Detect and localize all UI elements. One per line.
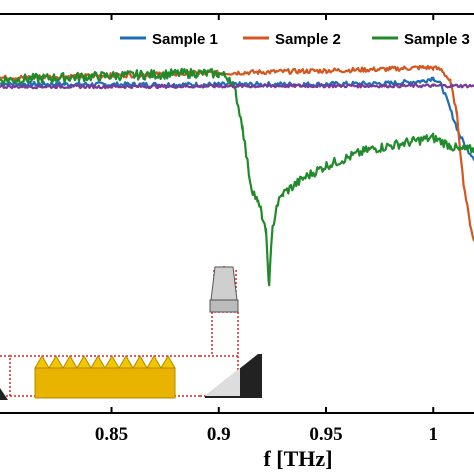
horn-antenna bbox=[209, 266, 239, 313]
grating-sample bbox=[34, 355, 176, 399]
x-tick-label-3: 0.95 bbox=[309, 424, 342, 445]
tick-layer: 0.85 0.9 0.95 1 bbox=[95, 14, 438, 445]
x-tick-label-1: 0.85 bbox=[95, 424, 128, 445]
x-tick-label-4: 1 bbox=[428, 424, 438, 445]
legend-label-2: Sample 2 bbox=[275, 31, 341, 48]
legend-label-3: Sample 3 bbox=[404, 31, 470, 48]
mirror bbox=[205, 354, 262, 398]
series-line-4 bbox=[0, 83, 474, 90]
legend-label-1: Sample 1 bbox=[152, 31, 218, 48]
x-axis-label: f [THz] bbox=[263, 446, 332, 471]
axes bbox=[0, 13, 474, 414]
setup-illustration bbox=[0, 266, 262, 400]
legend: Sample 1 Sample 2 Sample 3 bbox=[120, 31, 470, 48]
x-tick-label-2: 0.9 bbox=[207, 424, 231, 445]
series-line-3 bbox=[0, 67, 474, 287]
series-line-1 bbox=[0, 76, 474, 161]
left-optic bbox=[0, 388, 8, 400]
series-line-2 bbox=[0, 64, 474, 242]
series-layer bbox=[0, 64, 474, 287]
